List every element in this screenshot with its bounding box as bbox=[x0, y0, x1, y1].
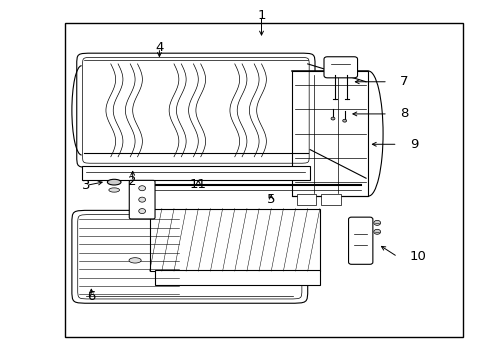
Text: 7: 7 bbox=[399, 75, 408, 88]
Bar bbox=[291, 71, 368, 196]
FancyBboxPatch shape bbox=[129, 180, 155, 219]
Text: 10: 10 bbox=[409, 250, 426, 263]
FancyBboxPatch shape bbox=[348, 217, 372, 264]
Text: 1: 1 bbox=[257, 9, 265, 22]
Text: 5: 5 bbox=[266, 193, 275, 206]
Text: 4: 4 bbox=[155, 41, 163, 54]
PathPatch shape bbox=[77, 53, 314, 167]
Circle shape bbox=[139, 197, 145, 202]
Ellipse shape bbox=[107, 179, 121, 185]
PathPatch shape bbox=[72, 210, 307, 303]
Bar bbox=[64, 23, 462, 337]
Text: 8: 8 bbox=[399, 107, 407, 120]
Text: 3: 3 bbox=[82, 179, 91, 192]
Ellipse shape bbox=[129, 258, 141, 263]
Ellipse shape bbox=[109, 188, 119, 192]
Text: 2: 2 bbox=[128, 175, 137, 188]
Text: 9: 9 bbox=[409, 138, 417, 151]
Circle shape bbox=[342, 119, 346, 122]
Circle shape bbox=[330, 117, 334, 120]
Circle shape bbox=[373, 220, 380, 225]
Bar bbox=[81, 166, 309, 180]
Circle shape bbox=[139, 208, 145, 213]
Bar bbox=[321, 194, 340, 205]
Bar bbox=[154, 270, 319, 285]
Circle shape bbox=[373, 229, 380, 234]
Text: 6: 6 bbox=[87, 289, 95, 303]
Bar bbox=[296, 194, 316, 205]
Text: 11: 11 bbox=[189, 178, 206, 191]
Bar bbox=[149, 208, 319, 271]
Circle shape bbox=[139, 186, 145, 191]
FancyBboxPatch shape bbox=[324, 57, 357, 78]
